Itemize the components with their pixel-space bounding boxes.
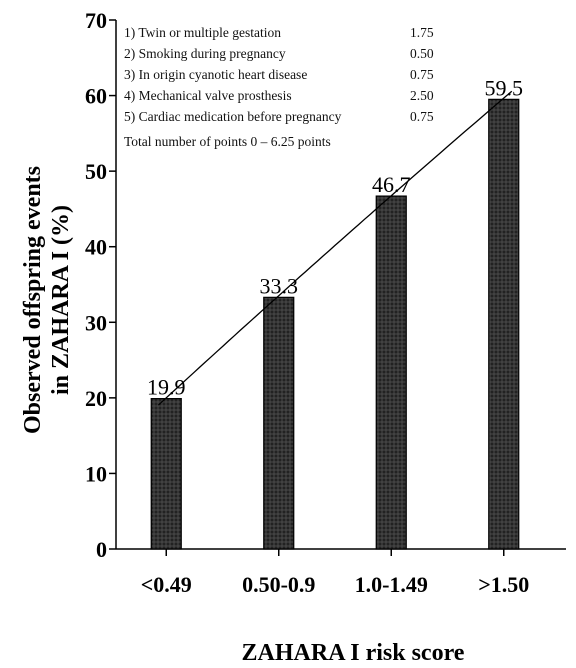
y-axis-title-line-1: Observed offspring events <box>20 166 46 434</box>
risk-factor-points: 2.50 <box>410 88 434 103</box>
x-category-label: >1.50 <box>478 572 529 597</box>
y-tick-label: 50 <box>85 159 107 184</box>
x-category-label: <0.49 <box>141 572 192 597</box>
y-tick-label: 10 <box>85 461 107 486</box>
risk-factor-points: 1.75 <box>410 25 434 40</box>
risk-factor-item: 3) In origin cyanotic heart disease <box>124 67 307 82</box>
bar <box>375 195 407 550</box>
x-category-label: 0.50-0.9 <box>242 572 315 597</box>
y-tick-label: 70 <box>85 8 107 33</box>
bar <box>150 398 182 550</box>
risk-factor-item: 5) Cardiac medication before pregnancy <box>124 109 342 124</box>
risk-factor-points: 0.50 <box>410 46 434 61</box>
x-category-label: 1.0-1.49 <box>355 572 428 597</box>
risk-factor-points: 0.75 <box>410 109 434 124</box>
bar-value-label: 33.3 <box>260 273 299 298</box>
risk-factor-item: 4) Mechanical valve prosthesis <box>124 88 292 103</box>
bar <box>263 296 295 550</box>
bar-value-label: 19.9 <box>147 375 186 400</box>
risk-factor-item: 1) Twin or multiple gestation <box>124 25 281 40</box>
bar-value-label: 59.5 <box>485 75 524 100</box>
y-axis-title-line-2: in ZAHARA I (%) <box>48 205 74 395</box>
bar <box>488 98 520 550</box>
y-tick-label: 60 <box>85 84 107 109</box>
y-tick-label: 40 <box>85 235 107 260</box>
risk-factor-legend: 1) Twin or multiple gestation 1.75 2) Smok… <box>124 25 434 149</box>
trend-curve <box>157 90 513 406</box>
total-points-note: Total number of points 0 – 6.25 points <box>124 134 331 149</box>
y-tick-label: 0 <box>96 537 107 562</box>
y-tick-label: 30 <box>85 310 107 335</box>
risk-factor-points: 0.75 <box>410 67 434 82</box>
x-axis-title: ZAHARA I risk score <box>242 640 465 666</box>
y-tick-label: 20 <box>85 386 107 411</box>
risk-factor-item: 2) Smoking during pregnancy <box>124 46 286 61</box>
